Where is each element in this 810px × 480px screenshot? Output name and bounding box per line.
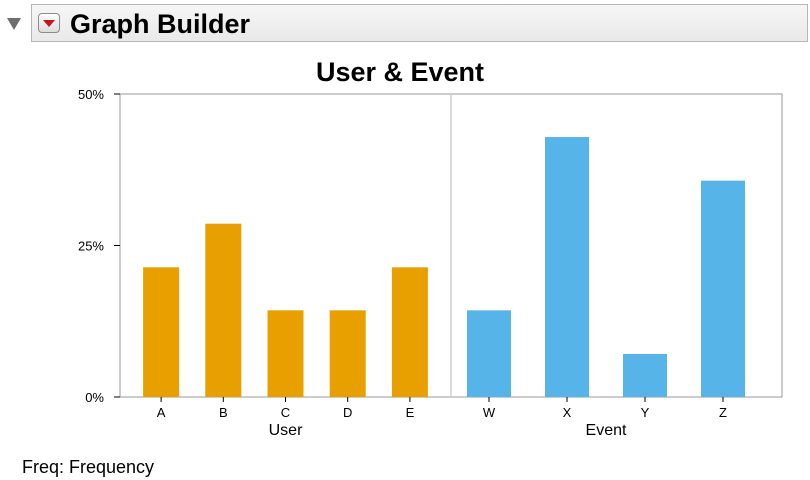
y-tick-label: 25% [78, 239, 104, 254]
freq-label: Freq: Frequency [22, 457, 155, 477]
graph-builder-chart: User & Event 0% 25% 50% A B C D E User W X Y Z Event [78, 57, 783, 439]
x-axis-label: Event [586, 422, 627, 439]
x-tick-label: B [219, 405, 228, 420]
y-tick-label: 0% [85, 390, 104, 405]
x-tick-label: X [563, 405, 572, 420]
plot-area: 0% 25% 50% A B C D E User W X Y Z Event [78, 87, 783, 439]
y-tick-label: 50% [78, 87, 104, 102]
x-tick-label: C [281, 405, 290, 420]
bar-user-b [205, 223, 242, 397]
bar-user-c [267, 310, 304, 397]
x-tick-label: Z [719, 405, 727, 420]
bar-event-w [467, 310, 511, 397]
graph-builder-outline-header: Graph Builder [0, 0, 810, 46]
bar-user-d [329, 310, 366, 397]
bar-event-z [701, 180, 745, 397]
x-tick-label: A [157, 405, 166, 420]
bar-user-a [143, 267, 180, 397]
red-triangle-menu-icon[interactable] [38, 13, 60, 33]
x-tick-label: D [343, 405, 352, 420]
outline-title: Graph Builder [70, 9, 251, 39]
disclosure-triangle-icon[interactable] [7, 18, 21, 30]
chart-title: User & Event [316, 57, 484, 87]
bar-user-e [391, 267, 428, 397]
x-tick-label: W [483, 405, 496, 420]
x-axis-label: User [269, 422, 303, 439]
outline-title-box: Graph Builder [31, 4, 808, 42]
bar-event-y [623, 353, 667, 397]
x-tick-label: Y [641, 405, 650, 420]
bar-event-x [545, 137, 589, 397]
x-tick-label: E [406, 405, 415, 420]
